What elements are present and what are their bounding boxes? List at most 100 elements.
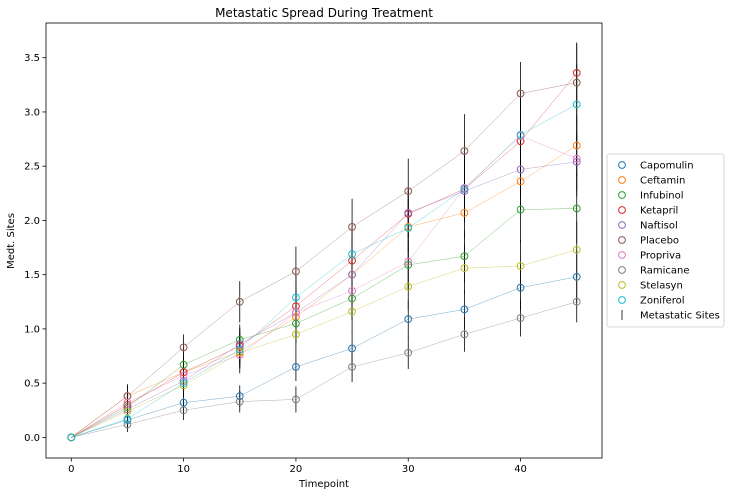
data-point-ramicane: [404, 348, 413, 357]
data-point-placebo: [179, 343, 188, 352]
data-point-capomulin: [404, 315, 413, 324]
data-point-ramicane: [179, 406, 188, 415]
x-tick-label: 40: [514, 464, 527, 475]
data-point-zoniferol: [348, 250, 356, 258]
data-point-naftisol: [179, 377, 188, 385]
data-point-ramicane: [348, 362, 356, 371]
data-point-stelasyn: [404, 282, 413, 291]
data-point-propriva: [292, 308, 300, 317]
data-point-naftisol: [235, 340, 244, 348]
data-point-zoniferol: [572, 100, 581, 109]
y-tick-label: 2.0: [24, 216, 40, 227]
data-point-capomulin: [179, 398, 188, 407]
data-point-ceftamin: [460, 208, 469, 217]
data-point-infubinol: [348, 294, 356, 303]
data-point-naftisol: [460, 187, 469, 196]
legend-marker-infubinol: [618, 191, 626, 199]
x-axis-label: Timepoint: [298, 479, 349, 490]
y-tick-label: 3.5: [24, 53, 40, 64]
series-line-ramicane: [71, 301, 577, 438]
x-tick-label: 0: [68, 464, 74, 475]
data-point-zoniferol: [292, 293, 300, 302]
data-point-placebo: [572, 78, 581, 87]
series-line-zoniferol: [71, 104, 577, 438]
axes-frame: [45, 22, 603, 459]
data-point-placebo: [516, 89, 525, 98]
legend-marker-stelasyn: [618, 281, 626, 289]
data-point-infubinol: [292, 319, 300, 328]
series-line-ceftamin: [71, 145, 577, 438]
y-tick-label: 0.0: [24, 433, 40, 444]
x-tick-label: 30: [402, 464, 415, 475]
data-point-zoniferol: [516, 130, 525, 139]
series-line-infubinol: [71, 208, 577, 438]
data-point-zoniferol: [235, 345, 244, 354]
data-point-capomulin: [292, 362, 300, 371]
data-point-placebo: [235, 297, 244, 306]
series-line-naftisol: [71, 161, 577, 438]
data-point-naftisol: [348, 270, 356, 279]
y-tick-label: 0.5: [24, 379, 40, 390]
data-point-capomulin: [572, 272, 581, 281]
data-point-capomulin: [235, 392, 244, 401]
data-point-placebo: [404, 187, 413, 196]
data-point-naftisol: [516, 165, 525, 174]
data-point-infubinol: [404, 261, 413, 269]
legend-label-naftisol: Naftisol: [640, 221, 678, 232]
legend-label-stelasyn: Stelasyn: [640, 281, 683, 292]
data-point-placebo: [460, 147, 469, 155]
data-point-naftisol: [404, 208, 413, 217]
data-point-stelasyn: [292, 330, 300, 339]
data-point-ramicane: [235, 397, 244, 406]
data-point-ramicane: [572, 297, 581, 306]
data-point-infubinol: [460, 252, 469, 261]
data-point-stelasyn: [235, 348, 244, 357]
data-point-ramicane: [292, 395, 300, 404]
data-point-zoniferol: [404, 224, 413, 232]
data-point-infubinol: [516, 205, 525, 214]
legend-label-capomulin: Capomulin: [640, 161, 694, 172]
data-point-ceftamin: [572, 141, 581, 150]
data-point-stelasyn: [460, 264, 469, 273]
data-point-stelasyn: [348, 307, 356, 316]
legend-label-ceftamin: Ceftamin: [640, 176, 685, 187]
legend: Capomulin Ceftamin Infubinol Ketapril Naftis…: [606, 153, 725, 328]
series-line-placebo: [71, 82, 577, 438]
data-point-ramicane: [460, 330, 469, 339]
data-point-stelasyn: [179, 381, 188, 390]
legend-marker-ketapril: [618, 206, 626, 214]
legend-label-zoniferol: Zoniferol: [640, 296, 685, 307]
x-tick-label: 20: [290, 464, 303, 475]
legend-marker-capomulin: [618, 161, 626, 169]
data-point-stelasyn: [123, 407, 132, 416]
y-axis-label: Medt. Sites: [6, 213, 17, 269]
legend-marker-naftisol: [618, 221, 626, 229]
data-point-propriva: [123, 398, 132, 407]
legend-marker-placebo: [618, 236, 626, 244]
data-point-ramicane: [123, 420, 132, 429]
data-point-infubinol: [179, 360, 188, 369]
data-point-stelasyn: [572, 245, 581, 254]
data-point-capomulin: [516, 283, 525, 292]
data-point-naftisol: [572, 157, 581, 166]
series-line-ketapril: [71, 72, 577, 438]
legend-label-placebo: Placebo: [640, 236, 679, 247]
data-point-capomulin: [348, 344, 356, 353]
legend-box: [606, 153, 725, 328]
data-point-propriva: [235, 351, 244, 359]
series-line-capomulin: [71, 276, 577, 438]
data-point-ramicane: [516, 314, 525, 322]
data-point-stelasyn: [516, 262, 525, 270]
legend-marker-ceftamin: [618, 176, 626, 184]
y-tick-label: 3.0: [24, 107, 40, 118]
legend-label-ramicane: Ramicane: [640, 266, 690, 277]
series-line-stelasyn: [71, 249, 577, 438]
data-point-ketapril: [179, 368, 188, 377]
chart-title: Metastatic Spread During Treatment: [215, 6, 433, 20]
y-tick-label: 1.5: [24, 270, 40, 281]
data-point-zoniferol: [460, 185, 469, 193]
data-point-zoniferol: [123, 415, 132, 423]
legend-label-infubinol: Infubinol: [640, 191, 684, 202]
y-tick-label: 1.0: [24, 324, 40, 335]
data-point-ceftamin: [516, 177, 525, 186]
